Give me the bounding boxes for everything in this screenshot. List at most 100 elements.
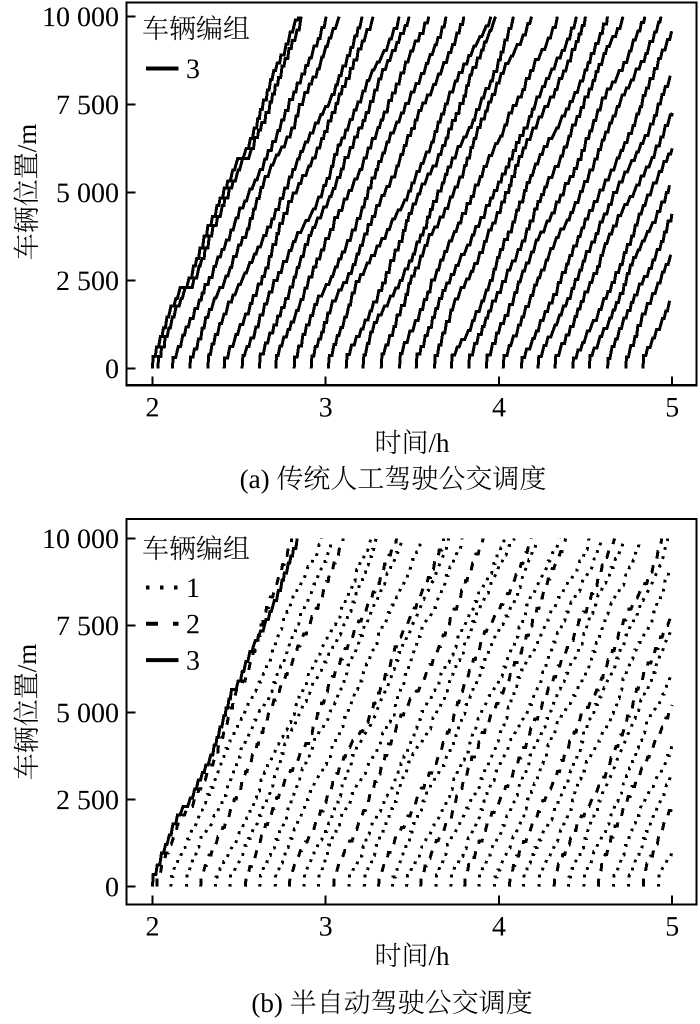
trajectory-group-1 bbox=[214, 538, 373, 887]
trajectory-group-3 bbox=[484, 16, 647, 369]
glyph bbox=[106, 183, 118, 203]
y-axis-label-a: 车辆位置/m bbox=[13, 124, 39, 260]
glyph bbox=[13, 234, 39, 260]
glyph bbox=[187, 651, 199, 670]
legend-title-a: 车辆编组 bbox=[143, 15, 250, 41]
x-tick-label-b-5-text: 5 bbox=[665, 912, 679, 943]
x-tick-label-b-4: 4 bbox=[492, 917, 506, 936]
glyph bbox=[425, 989, 452, 1014]
x-tick-label-b-5: 5 bbox=[665, 912, 679, 943]
trajectory-group-1 bbox=[449, 538, 603, 887]
legend-b: 车辆编组 1 2 3 bbox=[143, 535, 250, 677]
glyph bbox=[92, 790, 104, 810]
y-axis-label-a-label: 车辆位置/m bbox=[13, 124, 39, 260]
trajectory-group-1 bbox=[228, 538, 378, 887]
glyph bbox=[196, 535, 222, 561]
legend-entry-label-3-text: 3 bbox=[186, 54, 200, 85]
y-ticks-a bbox=[126, 15, 136, 370]
glyph bbox=[18, 664, 37, 673]
trajectory-group-3 bbox=[156, 16, 303, 369]
y-axis-label-b-label-text: 车辆位置/m bbox=[12, 644, 42, 781]
y-tick-label-b-2: 5 000 bbox=[57, 703, 118, 723]
glyph bbox=[492, 917, 506, 936]
glyph bbox=[57, 529, 69, 549]
legend-title-b: 车辆编组 bbox=[143, 535, 250, 561]
trajectory-group-1 bbox=[522, 538, 670, 887]
legend-entry-label-3-text: 3 bbox=[186, 646, 200, 677]
glyph bbox=[304, 465, 330, 491]
glyph bbox=[106, 95, 118, 115]
trajectory-group-3 bbox=[520, 30, 674, 369]
x-axis-label-b-label-text: 时间/h bbox=[375, 941, 451, 971]
trajectory-group-3 bbox=[309, 16, 466, 369]
glyph bbox=[404, 429, 427, 455]
trajectory-group-2 bbox=[287, 538, 446, 887]
y-tick-label-a-0: 0 bbox=[106, 359, 118, 379]
glyph bbox=[344, 989, 370, 1015]
caption-a: (a) 传统人工驾驶公交调度 bbox=[240, 465, 546, 494]
trajectory-group-1 bbox=[302, 538, 451, 887]
glyph bbox=[92, 271, 104, 291]
trajectory-group-3 bbox=[433, 16, 587, 369]
x-tick-label-b-3-text: 3 bbox=[319, 912, 333, 943]
glyph bbox=[277, 465, 303, 491]
glyph bbox=[78, 529, 90, 549]
glyph bbox=[493, 465, 518, 491]
legend-a: 车辆编组 3 bbox=[143, 15, 250, 85]
glyph bbox=[322, 989, 340, 1014]
glyph bbox=[376, 942, 401, 967]
trajectory-group-2 bbox=[419, 538, 568, 887]
plot-box-a bbox=[125, 1, 698, 387]
glyph bbox=[452, 989, 478, 1014]
trajectory-group-1 bbox=[169, 538, 324, 887]
glyph bbox=[169, 15, 196, 41]
trajectory-group-1 bbox=[405, 538, 561, 887]
x-ticks-b bbox=[151, 895, 674, 905]
glyph bbox=[106, 703, 118, 723]
y-tick-label-a-4: 10 000 bbox=[44, 7, 118, 27]
glyph bbox=[187, 614, 199, 634]
glyph bbox=[57, 703, 69, 723]
trajectory-group-3 bbox=[344, 16, 497, 369]
trajectory-group-3 bbox=[536, 75, 672, 369]
caption-b: (b) 半自动驾驶公交调度 bbox=[252, 989, 532, 1018]
y-tick-label-a-2: 5 000 bbox=[56, 178, 119, 209]
trajectory-group-1 bbox=[656, 850, 674, 887]
glyph bbox=[376, 429, 401, 454]
glyph bbox=[78, 95, 90, 115]
glyph bbox=[188, 578, 199, 597]
glyph bbox=[240, 469, 248, 494]
trajectories-a bbox=[151, 16, 674, 369]
x-tick-label-a-3-text: 3 bbox=[319, 392, 333, 423]
x-axis-label-b-label: 时间/h bbox=[375, 941, 451, 971]
trajectory-group-3 bbox=[553, 112, 674, 369]
trajectory-group-2 bbox=[596, 704, 674, 887]
glyph bbox=[143, 15, 168, 41]
glyph bbox=[23, 124, 36, 145]
trajectory-group-3 bbox=[151, 538, 299, 887]
glyph bbox=[78, 616, 90, 636]
trajectory-group-1 bbox=[477, 538, 626, 887]
trajectory-group-1 bbox=[362, 537, 516, 887]
glyph bbox=[44, 7, 55, 27]
trajectory-group-2 bbox=[507, 538, 664, 887]
y-tick-labels-b: 0 2 500 5 000 7 500 10 000 bbox=[44, 529, 119, 903]
glyph bbox=[78, 790, 90, 810]
y-tick-label-b-0-text: 0 bbox=[105, 872, 119, 903]
trajectory-group-3 bbox=[571, 147, 674, 369]
trajectory-group-3 bbox=[240, 16, 401, 369]
x-axis-label-b: 时间/h bbox=[375, 941, 451, 971]
glyph bbox=[13, 726, 39, 753]
glyph bbox=[520, 465, 546, 491]
trajectory-group-1 bbox=[258, 538, 405, 887]
trajectory-group-3 bbox=[188, 16, 341, 369]
y-tick-label-b-0: 0 bbox=[105, 872, 119, 903]
legend-entry-label-1: 1 bbox=[188, 578, 199, 597]
glyph bbox=[13, 700, 38, 726]
y-tick-label-a-2-text: 5 000 bbox=[56, 178, 119, 209]
glyph bbox=[143, 535, 168, 561]
trajectory-group-3 bbox=[606, 213, 674, 369]
y-tick-label-a-3: 7 500 bbox=[57, 95, 118, 115]
trajectory-group-3 bbox=[414, 16, 578, 369]
